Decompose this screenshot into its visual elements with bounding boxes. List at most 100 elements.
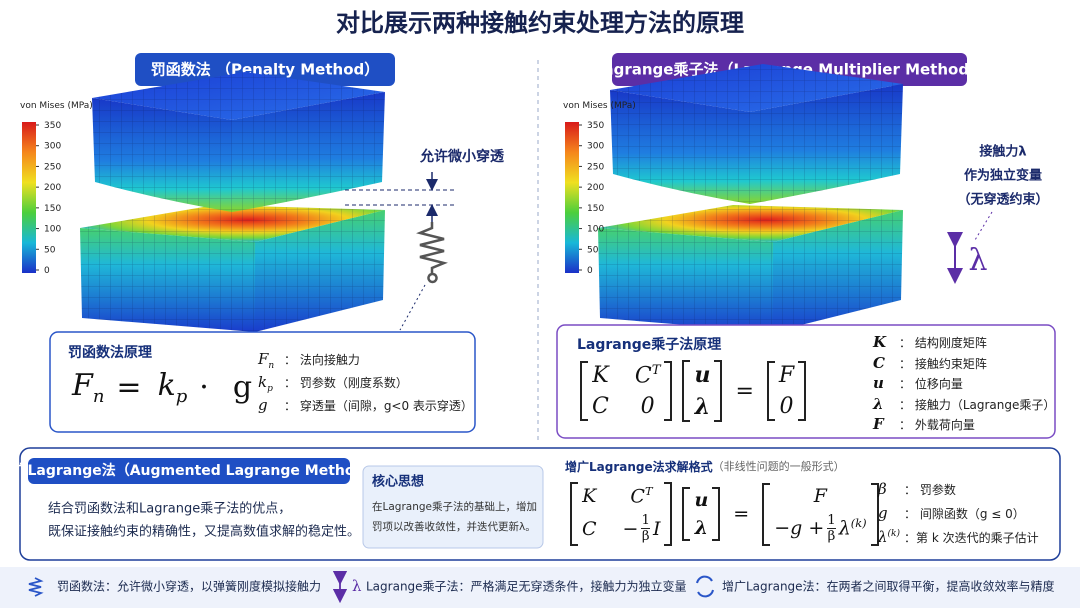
math-token: g bbox=[878, 504, 888, 522]
math-token: I bbox=[652, 517, 661, 540]
annotation: 允许微小穿透 bbox=[419, 148, 505, 165]
footer-text: 罚函数法：允许微小穿透，以弹簧刚度模拟接触力 bbox=[57, 579, 321, 594]
footer-icon: λ bbox=[352, 577, 362, 595]
term-desc: ： 位移向量 bbox=[899, 377, 963, 391]
tick-label: 50 bbox=[587, 245, 599, 255]
math-token: −g + bbox=[774, 517, 825, 540]
footer-text: Lagrange乘子法：严格满足无穿透条件，接触力为独立变量 bbox=[366, 579, 687, 594]
term-symbol: K bbox=[873, 333, 899, 351]
math-token: λ bbox=[694, 394, 711, 420]
term: λ ： 接触力（Lagrange乘子） bbox=[873, 395, 1055, 413]
math-token: · bbox=[199, 370, 209, 405]
term-symbol: λ(k) bbox=[878, 528, 904, 546]
term: kp ： 罚参数（刚度系数） bbox=[258, 373, 408, 394]
colorbar bbox=[565, 122, 579, 273]
tick-label: 100 bbox=[44, 225, 61, 235]
scheme-subtitle: （非线性问题的一般形式） bbox=[713, 459, 845, 473]
term: λ(k) ：第 k 次迭代的乘子估计 bbox=[878, 528, 1039, 546]
term-desc: ： 罚参数（刚度系数） bbox=[284, 376, 408, 390]
lambda-label: λ bbox=[968, 243, 987, 278]
description: 既保证接触约束的精确性，又提高数值求解的稳定性。 bbox=[48, 524, 360, 540]
subscript: p bbox=[175, 386, 188, 407]
symbol: λ bbox=[878, 528, 888, 546]
math-token: 0 bbox=[640, 394, 655, 420]
matrix-cell: F bbox=[774, 485, 866, 507]
math-token: CT bbox=[635, 363, 661, 388]
tick-label: 200 bbox=[44, 183, 61, 193]
tick-label: 150 bbox=[587, 204, 604, 214]
math-token: C bbox=[582, 517, 597, 540]
math-token: λ bbox=[873, 394, 884, 413]
heading: 罚函数法 （Penalty Method） bbox=[151, 61, 380, 79]
term: u ： 位移向量 bbox=[873, 374, 963, 392]
matrix-cell: 0 bbox=[779, 394, 794, 419]
superscript: (k) bbox=[850, 516, 867, 531]
denominator: β bbox=[827, 528, 836, 544]
box-title: 罚函数法原理 bbox=[68, 344, 152, 361]
math-token: = bbox=[116, 370, 142, 405]
matrix-cell: CT bbox=[623, 484, 661, 507]
description: 结合罚函数法和Lagrange乘子法的优点， bbox=[48, 501, 291, 517]
term-desc: ： 外载荷向量 bbox=[899, 418, 975, 432]
fem-block bbox=[92, 72, 385, 212]
symbol: F bbox=[258, 350, 269, 368]
math-token: u bbox=[694, 489, 709, 512]
symbol: F bbox=[72, 368, 93, 403]
tick-label: 0 bbox=[587, 266, 593, 276]
math-token: λ(k) bbox=[878, 528, 900, 546]
term: g ： 间隙函数（g ≤ 0） bbox=[878, 504, 1025, 522]
footer-text: 增广Lagrange法：在两者之间取得平衡，提高收敛效率与精度 bbox=[722, 579, 1055, 594]
matrix-cell: λ bbox=[694, 394, 710, 420]
tick-label: 300 bbox=[44, 142, 61, 152]
core-box bbox=[362, 465, 544, 549]
annotation: （无穿透约束） bbox=[957, 192, 1048, 208]
symbol: k bbox=[258, 373, 268, 391]
annotation: 作为独立变量 bbox=[964, 168, 1042, 184]
math-token: = bbox=[735, 378, 754, 404]
matrix-cell: C bbox=[582, 518, 597, 540]
term-desc: ： 接触约束矩阵 bbox=[899, 356, 987, 371]
matrix-cell: 0 bbox=[635, 394, 661, 419]
leader bbox=[399, 284, 426, 331]
footer-bar bbox=[0, 567, 1080, 608]
symbol: C bbox=[630, 485, 645, 508]
matrix: K CT C 0 bbox=[580, 360, 673, 422]
annotation: 接触力λ bbox=[979, 144, 1026, 160]
term: β ： 罚参数 bbox=[878, 480, 956, 498]
term-symbol: g bbox=[878, 504, 904, 522]
matrix-cell: u bbox=[694, 489, 708, 511]
matrix-cell: K bbox=[582, 485, 597, 507]
matrix-cell: u bbox=[694, 362, 710, 388]
term-desc: ： 接触力（Lagrange乘子） bbox=[899, 397, 1056, 412]
math-token: g bbox=[258, 396, 268, 414]
matrix-cell: CT bbox=[635, 363, 661, 388]
heading: 增广Lagrange法（Augmented Lagrange Method） bbox=[0, 462, 379, 479]
math-token: C bbox=[592, 394, 609, 420]
math-token: F bbox=[778, 363, 795, 388]
math-token: − bbox=[622, 517, 639, 540]
spring-icon bbox=[28, 577, 44, 597]
matrix-cell: K bbox=[592, 363, 609, 388]
colorbar-label: von Mises (MPa) bbox=[563, 101, 636, 111]
math-token: g bbox=[232, 370, 253, 405]
symbol: C bbox=[634, 363, 652, 389]
leader bbox=[974, 211, 993, 241]
symbol: λ bbox=[838, 517, 851, 540]
tick-label: 0 bbox=[44, 266, 50, 276]
tick-label: 200 bbox=[587, 183, 604, 193]
denominator: β bbox=[641, 529, 650, 545]
principle-box bbox=[49, 331, 476, 433]
core-text: 在Lagrange乘子法的基础上，增加 bbox=[372, 500, 537, 513]
term: F ： 外载荷向量 bbox=[873, 415, 975, 433]
matrix: F −g +1 β λ(k) bbox=[762, 482, 879, 546]
refresh-icon bbox=[696, 575, 714, 598]
fem-block bbox=[610, 64, 903, 204]
term-symbol: g bbox=[258, 396, 284, 414]
math-token: λ bbox=[694, 517, 709, 540]
heading-pill bbox=[135, 53, 395, 86]
math-token: u bbox=[694, 362, 711, 388]
term-desc: ： 罚参数 bbox=[904, 483, 956, 497]
tick-label: 100 bbox=[587, 225, 604, 235]
